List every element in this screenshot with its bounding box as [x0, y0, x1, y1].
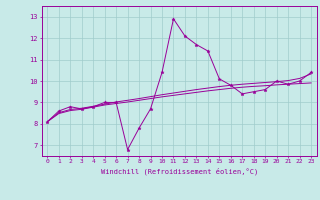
X-axis label: Windchill (Refroidissement éolien,°C): Windchill (Refroidissement éolien,°C) — [100, 167, 258, 175]
